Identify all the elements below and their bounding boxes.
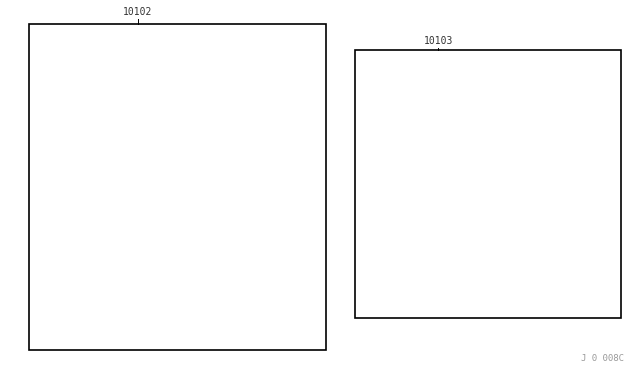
Text: J 0 008C: J 0 008C [581,354,624,363]
Text: 10103: 10103 [424,36,453,46]
Bar [29,24,326,350]
Bar [355,50,621,318]
Text: 10102: 10102 [123,7,152,17]
